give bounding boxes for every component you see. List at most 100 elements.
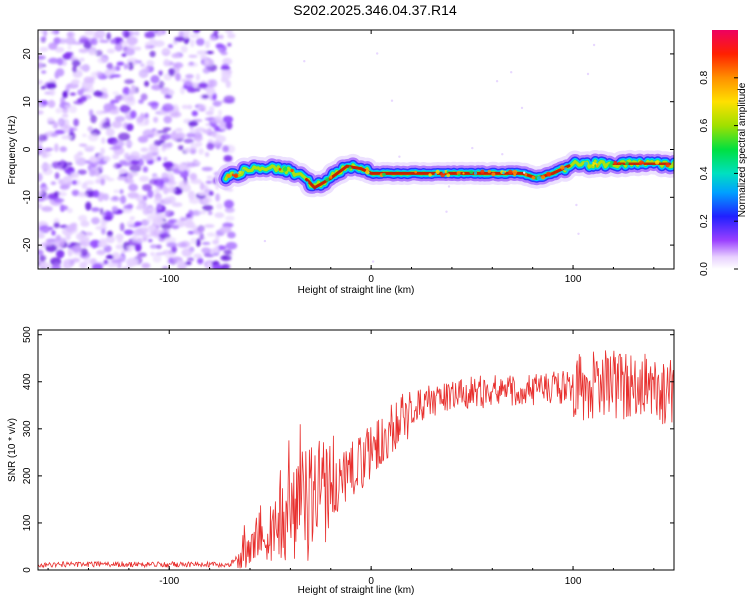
noise-blob bbox=[60, 205, 69, 211]
noise-blob bbox=[38, 134, 47, 142]
noise-blob bbox=[59, 38, 67, 44]
noise-blob bbox=[48, 42, 58, 50]
noise-blob bbox=[206, 262, 212, 269]
noise-blob bbox=[126, 245, 135, 251]
noise-blob bbox=[201, 94, 209, 99]
noise-blob bbox=[171, 132, 180, 141]
noise-blob bbox=[198, 226, 205, 233]
noise-blob bbox=[96, 71, 104, 78]
noise-blob bbox=[57, 57, 64, 66]
spectrum-speck bbox=[263, 239, 267, 243]
noise-blob bbox=[113, 189, 119, 194]
noise-blob bbox=[208, 190, 214, 196]
noise-blob bbox=[215, 193, 221, 202]
snr-panel: -100 0 100 0 100 200 300 400 500 Height of strai… bbox=[7, 326, 675, 596]
noise-blob bbox=[49, 88, 56, 96]
noise-blob bbox=[180, 86, 185, 95]
noise-blob bbox=[106, 177, 115, 182]
spectrum-speck bbox=[523, 171, 526, 174]
noise-blob bbox=[168, 89, 175, 96]
noise-blob bbox=[163, 186, 169, 195]
tone-track-dot bbox=[608, 163, 613, 168]
noise-blob bbox=[204, 224, 215, 228]
noise-blob bbox=[131, 84, 136, 91]
tone-track-dot bbox=[365, 168, 369, 171]
noise-blob bbox=[142, 129, 155, 138]
noise-blob bbox=[158, 80, 165, 89]
tone-track-dot bbox=[594, 164, 597, 167]
noise-blob bbox=[119, 189, 124, 195]
tone-track-dot bbox=[238, 170, 242, 174]
noise-blob bbox=[106, 48, 115, 54]
noise-blob bbox=[98, 241, 104, 248]
noise-blob bbox=[171, 245, 178, 253]
noise-blob bbox=[215, 234, 220, 241]
noise-blob bbox=[189, 173, 198, 181]
noise-blob bbox=[71, 189, 80, 197]
noise-blob bbox=[80, 220, 90, 227]
noise-blob bbox=[224, 30, 233, 34]
snr-frame bbox=[37, 329, 675, 571]
noise-blob bbox=[174, 36, 185, 42]
noise-blob bbox=[53, 222, 60, 229]
spectrum-speck bbox=[575, 203, 578, 207]
noise-blob bbox=[161, 172, 169, 182]
noise-blob bbox=[58, 191, 67, 197]
spectrum-speck bbox=[390, 99, 394, 102]
noise-blob bbox=[97, 154, 104, 159]
noise-blob bbox=[77, 89, 84, 96]
noise-blob bbox=[168, 218, 178, 224]
noise-blob bbox=[110, 196, 121, 202]
noise-blob bbox=[84, 180, 95, 186]
colorbar-tick-label: 0.6 bbox=[699, 118, 710, 132]
tone-track-dot bbox=[446, 173, 451, 178]
noise-blob bbox=[202, 67, 211, 74]
noise-blob bbox=[83, 76, 95, 84]
noise-blob bbox=[80, 247, 88, 257]
noise-blob bbox=[71, 59, 81, 67]
noise-blob bbox=[78, 65, 86, 70]
noise-blob bbox=[214, 125, 219, 133]
noise-blob bbox=[187, 257, 195, 262]
noise-blob bbox=[187, 230, 195, 235]
noise-blob bbox=[88, 52, 97, 56]
noise-blob bbox=[94, 49, 103, 57]
noise-blob bbox=[195, 141, 203, 147]
noise-blob bbox=[124, 30, 130, 39]
noise-blob bbox=[162, 103, 174, 112]
noise-blob bbox=[65, 224, 75, 233]
spectrum-speck bbox=[371, 260, 375, 263]
noise-blob bbox=[222, 145, 230, 153]
noise-blob bbox=[209, 248, 215, 255]
noise-blob bbox=[71, 245, 82, 253]
tone-track-dot bbox=[282, 166, 288, 172]
noise-blob bbox=[78, 38, 90, 44]
noise-blob bbox=[162, 161, 174, 169]
spectrum-speck bbox=[520, 106, 524, 110]
spectrum-speck bbox=[471, 146, 474, 150]
noise-blob bbox=[84, 236, 90, 243]
snr-x-tick-label: -100 bbox=[159, 576, 179, 587]
noise-blob bbox=[47, 117, 55, 123]
noise-blob bbox=[69, 105, 77, 114]
noise-blob bbox=[177, 260, 183, 265]
tone-track-dot bbox=[641, 164, 645, 168]
noise-blob bbox=[90, 155, 96, 163]
noise-blob bbox=[222, 256, 229, 260]
noise-blob bbox=[56, 249, 65, 259]
noise-blob bbox=[193, 132, 203, 139]
snr-x-tick-label: 100 bbox=[565, 576, 582, 587]
noise-blob bbox=[93, 90, 103, 97]
spectrum-speck bbox=[586, 72, 590, 76]
noise-blob bbox=[121, 170, 129, 174]
noise-blob bbox=[78, 214, 88, 222]
noise-blob bbox=[193, 253, 203, 259]
noise-blob bbox=[210, 119, 222, 124]
noise-blob bbox=[85, 201, 92, 211]
noise-blob bbox=[227, 231, 236, 239]
noise-blob bbox=[121, 53, 127, 57]
noise-blob bbox=[224, 207, 235, 213]
noise-blob bbox=[77, 192, 89, 198]
tone-track-dot bbox=[462, 172, 465, 175]
